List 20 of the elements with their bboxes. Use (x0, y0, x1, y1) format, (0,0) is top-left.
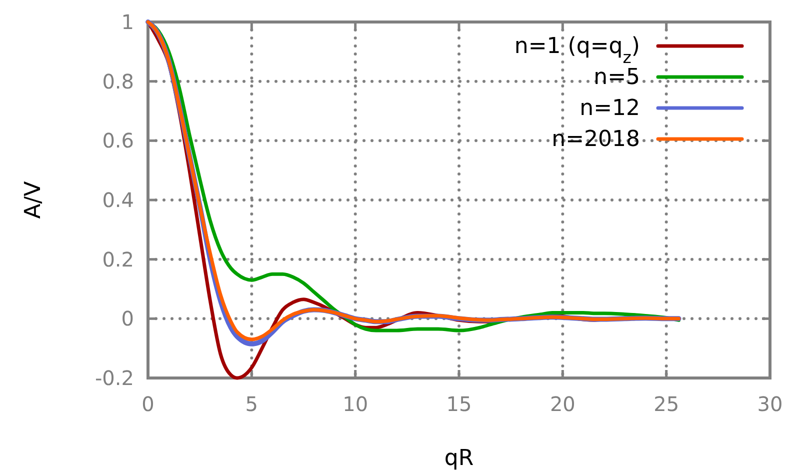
x-tick-label: 10 (342, 392, 368, 416)
y-axis-title: A/V (21, 181, 46, 219)
x-tick-label: 30 (757, 392, 783, 416)
x-axis-title: qR (444, 446, 474, 471)
x-tick-label: 20 (550, 392, 576, 416)
y-tick-label: 0.2 (102, 247, 134, 272)
y-tick-label: 0.4 (102, 188, 134, 212)
y-tick-label: 0.8 (102, 69, 134, 94)
legend-label: n=2018 (552, 127, 640, 152)
legend-label: n=12 (580, 96, 640, 121)
legend-label: n=1 (q=q$_{z}$) (514, 34, 640, 66)
y-tick-label: -0.2 (94, 366, 134, 390)
y-tick-label: 0.6 (102, 128, 134, 153)
x-tick-label: 15 (446, 392, 472, 416)
legend-label: n=5 (594, 65, 640, 90)
x-tick-label: 5 (245, 392, 258, 416)
x-tick-label: 25 (654, 392, 680, 416)
y-tick-label: 0 (121, 306, 134, 331)
y-tick-label: 1 (121, 10, 134, 34)
x-tick-label: 0 (142, 392, 154, 416)
